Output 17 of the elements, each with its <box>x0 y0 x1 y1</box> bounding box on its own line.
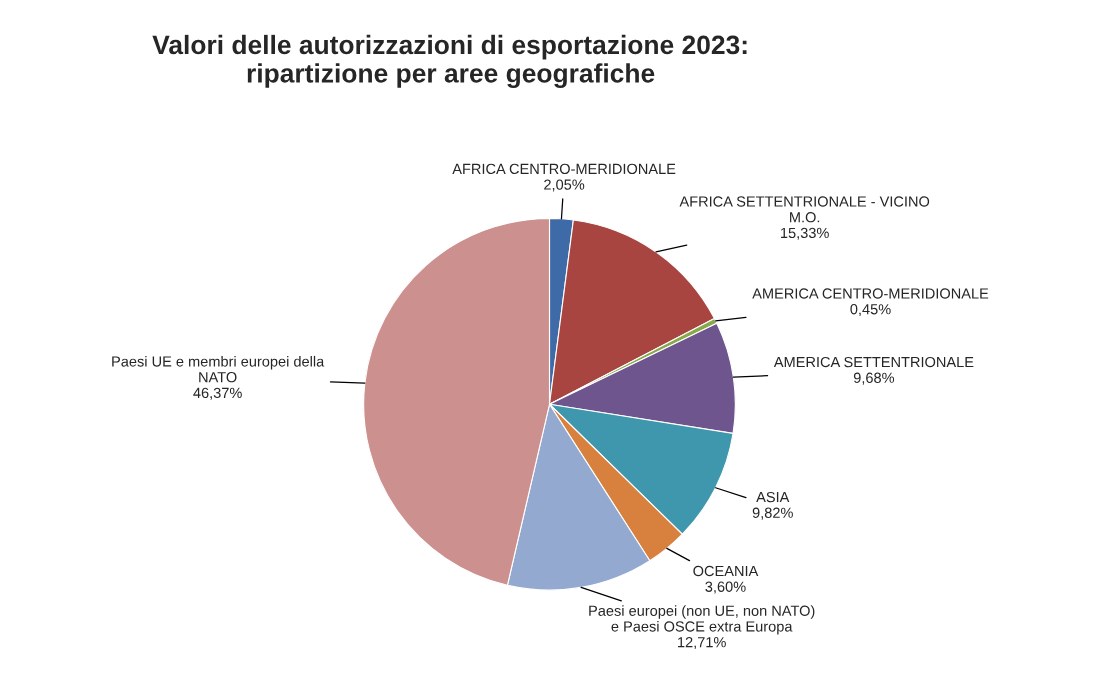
data-label: 3,60% <box>705 581 746 594</box>
data-label: 9,82% <box>752 507 793 520</box>
slice-label: AFRICA CENTRO-MERIDIONALE <box>452 163 676 175</box>
slice-label: Paesi europei (non UE, non NATO) e Paesi OSCE extra Europa <box>589 605 815 635</box>
data-label: 0,45% <box>850 304 891 317</box>
slice-label: Paesi UE e membri europei della NATO <box>112 355 325 383</box>
slice-label: ASIA <box>756 491 790 503</box>
data-label: 9,68% <box>853 372 895 385</box>
chart-title: Valori delle autorizzazioni di esportazione 2023: ripartizione per aree geografiche <box>152 34 747 88</box>
data-label: 46,37% <box>193 387 242 400</box>
slice-label: AMERICA CENTRO-MERIDIONALE <box>752 288 989 299</box>
slice-label: OCEANIA <box>693 565 759 577</box>
data-label: 12,71% <box>678 637 726 650</box>
slice-label: AFRICA SETTENTRIONALE - VICINO M.O. <box>679 196 930 223</box>
slice-label: AMERICA SETTENTRIONALE <box>773 356 974 368</box>
data-label: 15,33% <box>781 227 829 240</box>
data-label: 2,05% <box>544 179 585 192</box>
